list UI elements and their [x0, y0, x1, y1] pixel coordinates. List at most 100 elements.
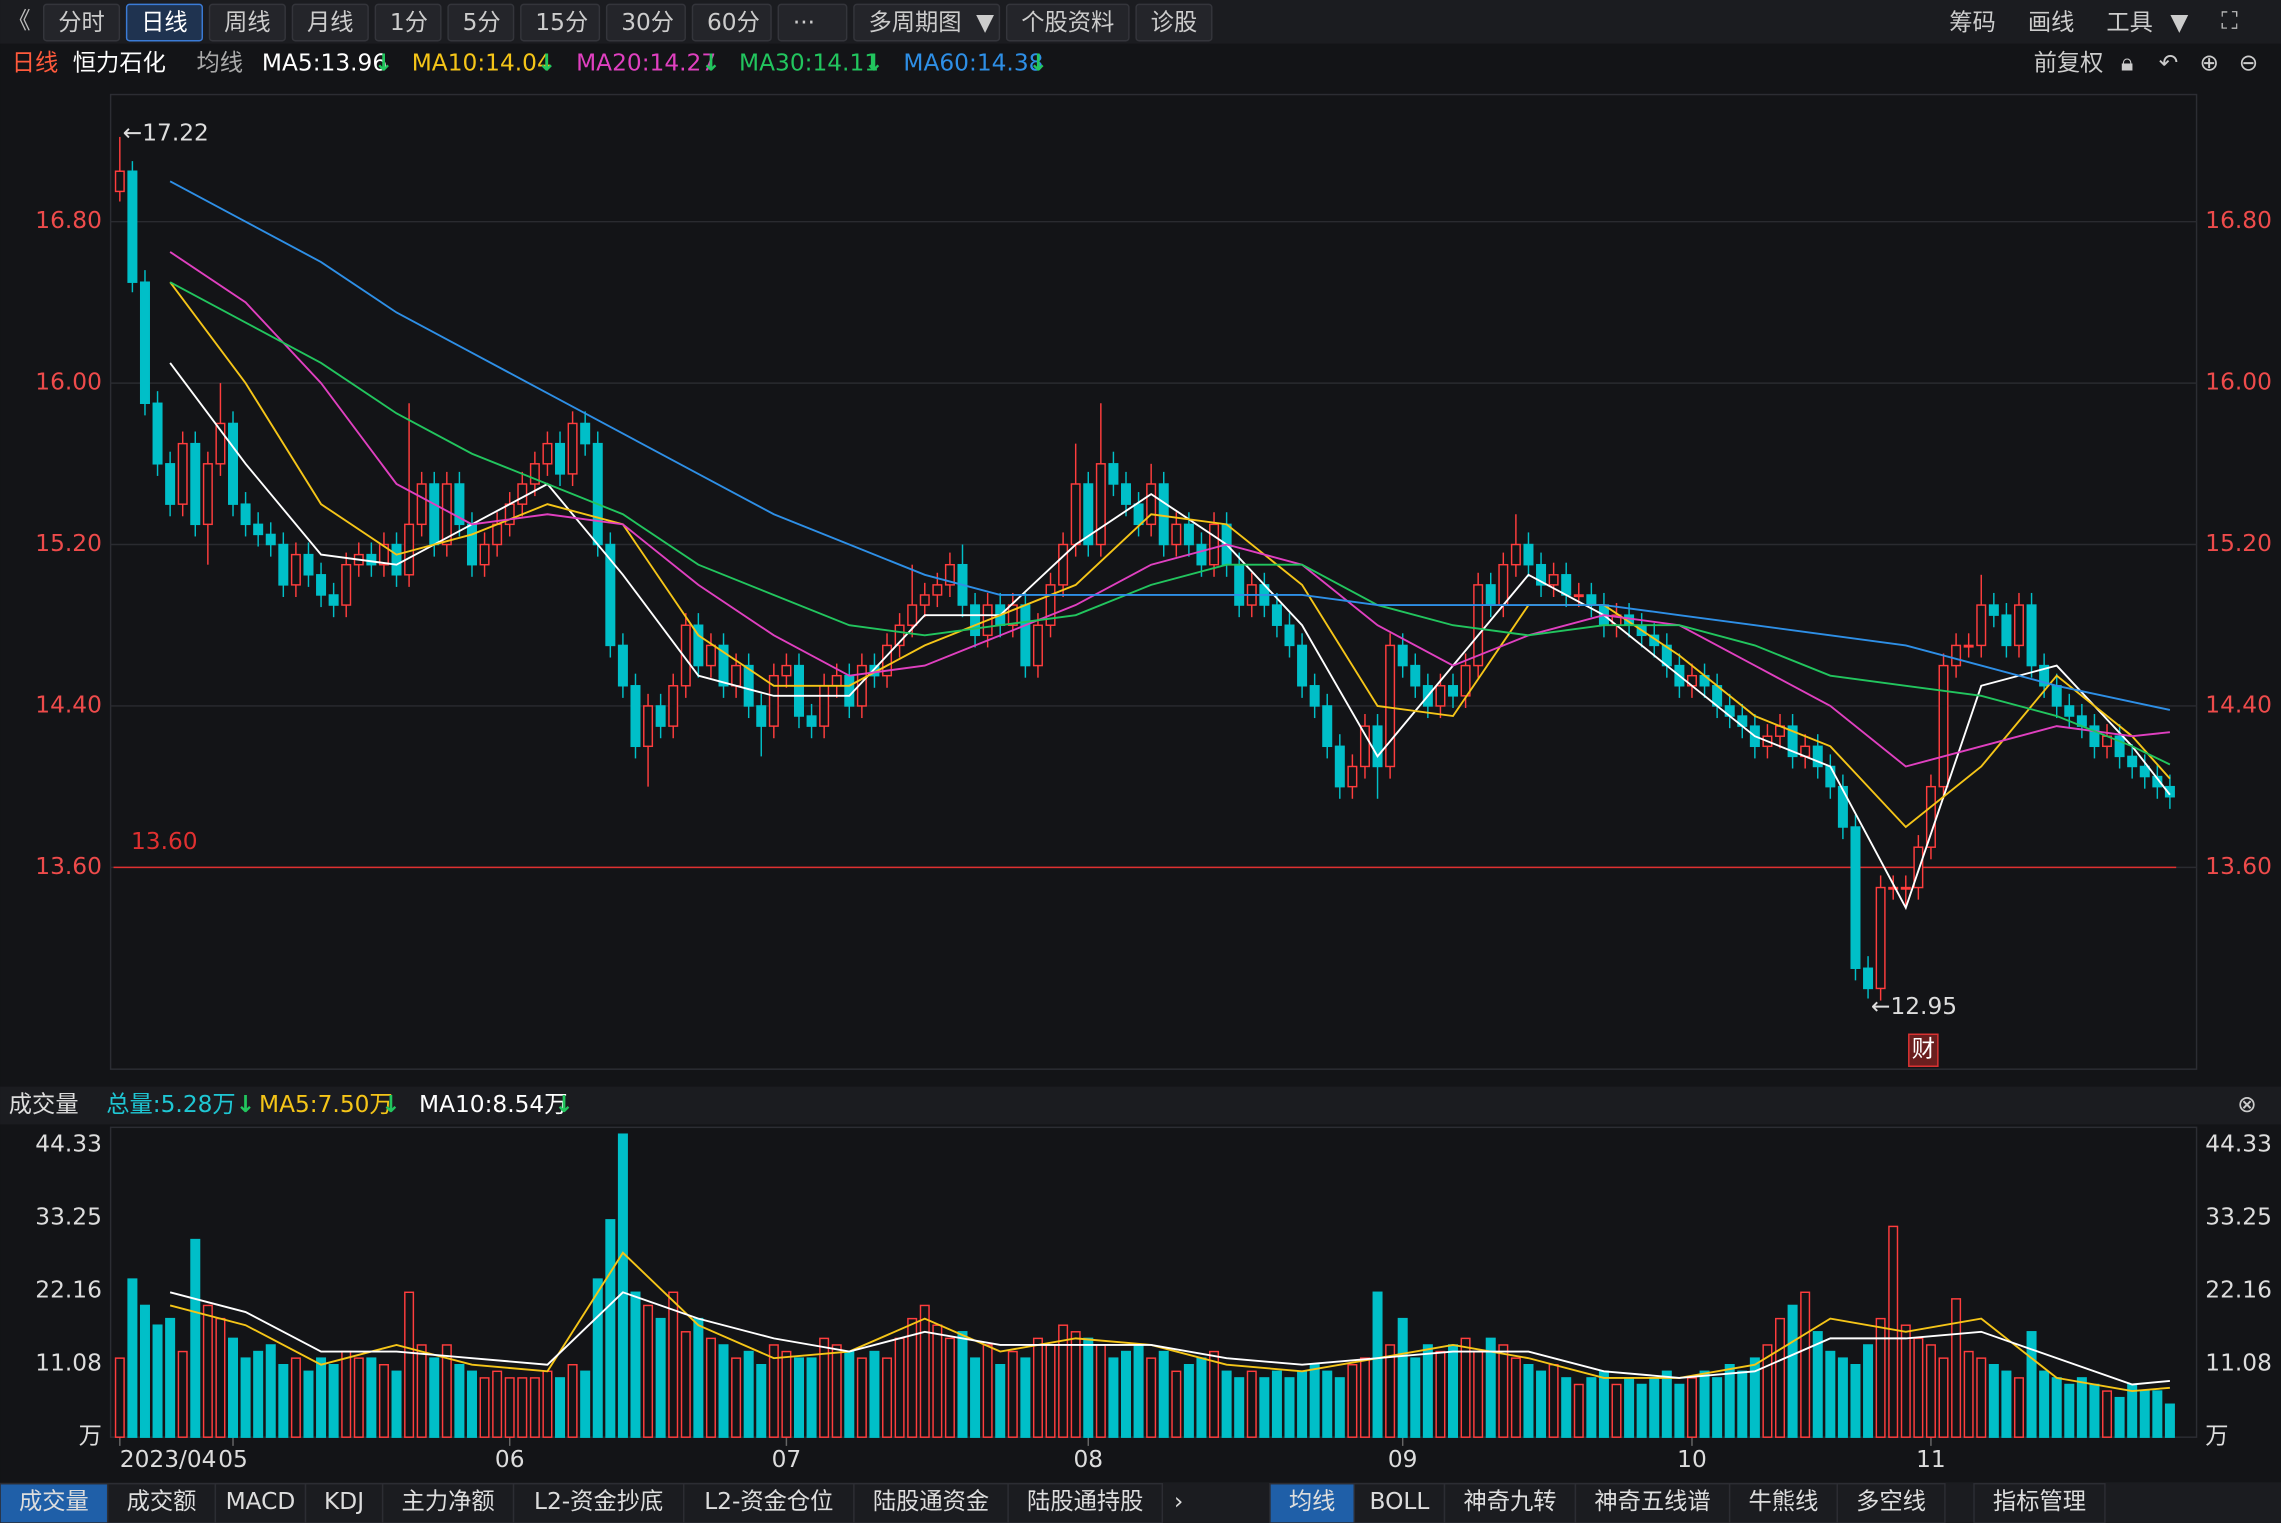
candle-body: [215, 422, 226, 465]
extreme-label: ←17.22: [123, 120, 209, 147]
toolbar-button[interactable]: [691, 3, 772, 42]
toolbar-button-label[interactable]: 1分: [390, 9, 428, 36]
indicator-tab-label[interactable]: 陆股通资金: [873, 1488, 989, 1515]
toolbar-button-label[interactable]: 日线: [141, 9, 188, 36]
candle-body: [2001, 614, 2012, 647]
close-icon[interactable]: ⊗: [2237, 1091, 2257, 1118]
indicator-tab[interactable]: [1836, 1482, 1946, 1523]
toolbar-right-item[interactable]: 画线: [2028, 9, 2075, 36]
volume-bar: [454, 1363, 465, 1438]
candle-body: [190, 442, 201, 526]
toolbar-button-label[interactable]: ···: [793, 9, 815, 36]
toolbar-button-label[interactable]: 诊股: [1151, 9, 1198, 36]
indicator-tab[interactable]: [1728, 1482, 1838, 1523]
indicator-tab-label[interactable]: BOLL: [1370, 1488, 1430, 1515]
candle-body: [492, 523, 503, 546]
adjust[interactable]: 前复权: [2034, 50, 2104, 77]
toolbar-right-item[interactable]: 筹码: [1949, 9, 1996, 36]
toolbar-button[interactable]: [374, 3, 442, 42]
indicator-tab-label[interactable]: 多空线: [1856, 1488, 1926, 1515]
toolbar-button-label[interactable]: 15分: [535, 9, 588, 36]
lock-icon[interactable]: 🔒︎: [2121, 50, 2133, 77]
candle-body: [1120, 483, 1132, 505]
candle-body: [1787, 725, 1798, 758]
toolbar-button-label[interactable]: 多周期图: [868, 9, 961, 36]
toolbar-button-label[interactable]: 60分: [707, 9, 760, 36]
indicator-tab[interactable]: [1443, 1482, 1577, 1523]
volume-bar: [1259, 1377, 1270, 1438]
candle-body: [1183, 523, 1194, 546]
toolbar-button[interactable]: [1005, 3, 1130, 42]
toolbar-right-item[interactable]: 工具: [2106, 9, 2153, 36]
tabs-more[interactable]: ›: [1174, 1488, 1183, 1515]
indicator-tab-label[interactable]: KDJ: [324, 1488, 364, 1515]
indicator-tab[interactable]: [1973, 1482, 2106, 1523]
toolbar-button-label[interactable]: 分时: [58, 9, 105, 36]
volume-bar: [2001, 1370, 2012, 1438]
volume-title: 成交量: [9, 1091, 79, 1118]
toolbar-button[interactable]: [291, 3, 369, 42]
volume-bar: [643, 1304, 654, 1438]
toolbar-button[interactable]: [42, 3, 121, 42]
indicator-tab[interactable]: [0, 1482, 109, 1523]
volume-bar: [240, 1357, 251, 1438]
period-label: 日线: [12, 50, 59, 77]
indicator-tab-label[interactable]: MACD: [226, 1488, 296, 1515]
indicator-tab-label[interactable]: 主力净额: [402, 1488, 495, 1515]
toolbar-button-label[interactable]: 30分: [621, 9, 674, 36]
indicator-tab[interactable]: [304, 1482, 384, 1523]
undo-icon[interactable]: ↶: [2159, 50, 2179, 77]
dropdown-arrow: ▼: [976, 9, 994, 36]
toolbar-button[interactable]: [447, 3, 515, 42]
indicator-tab-label[interactable]: 指标管理: [1993, 1488, 2086, 1515]
indicator-tab[interactable]: [853, 1482, 1009, 1523]
indicator-tab[interactable]: [1007, 1482, 1164, 1523]
toolbar-button[interactable]: [1135, 3, 1213, 42]
y-tick-label-right: 22.16: [2205, 1277, 2272, 1304]
indicator-tab[interactable]: [1574, 1482, 1731, 1523]
volume-bar: [1598, 1370, 1609, 1438]
volume-bar: [215, 1317, 226, 1438]
indicator-tab-label[interactable]: 成交额: [127, 1488, 197, 1515]
toolbar-button-label[interactable]: 个股资料: [1021, 9, 1114, 36]
indicator-tab[interactable]: [1353, 1482, 1446, 1523]
indicator-tab-label[interactable]: 神奇五线谱: [1594, 1488, 1710, 1515]
x-tick-label: 07: [772, 1446, 802, 1473]
indicator-tab[interactable]: [381, 1482, 515, 1523]
volume-bar: [1234, 1377, 1245, 1438]
toolbar-button[interactable]: [208, 3, 286, 42]
fullscreen-icon[interactable]: ⛶: [2221, 7, 2238, 34]
candle-body: [907, 604, 918, 626]
toolbar-button[interactable]: [520, 3, 601, 42]
candle-body: [202, 463, 213, 526]
indicator-tab[interactable]: [214, 1482, 307, 1523]
finance-badge-label[interactable]: 财: [1912, 1036, 1935, 1063]
indicator-tab-label[interactable]: 均线: [1289, 1488, 1336, 1515]
toolbar-button-label[interactable]: 5分: [463, 9, 501, 36]
candle-body: [1058, 543, 1069, 586]
toolbar-button[interactable]: [853, 3, 1001, 42]
candle-body: [1523, 543, 1534, 566]
indicator-tab-label[interactable]: L2-资金抄底: [534, 1488, 663, 1515]
volume-bar: [1938, 1357, 1949, 1438]
volume-bar: [2114, 1396, 2125, 1438]
volume-bar: [1951, 1298, 1962, 1438]
indicator-tab[interactable]: [683, 1482, 855, 1523]
toolbar-button[interactable]: [605, 3, 686, 42]
back-icon[interactable]: 《: [7, 7, 30, 34]
volume-bar: [806, 1357, 817, 1438]
toolbar-button[interactable]: [125, 3, 203, 42]
indicator-tab-label[interactable]: 成交量: [19, 1488, 89, 1515]
toolbar-button-label[interactable]: 周线: [224, 9, 271, 36]
indicator-tab-label[interactable]: L2-资金仓位: [704, 1488, 833, 1515]
indicator-tab-label[interactable]: 神奇九转: [1463, 1488, 1556, 1515]
zoom-in-icon[interactable]: ⊕: [2199, 50, 2219, 77]
indicator-tab[interactable]: [1269, 1482, 1356, 1523]
candle-body: [2164, 785, 2175, 798]
indicator-tab-label[interactable]: 陆股通持股: [1027, 1488, 1143, 1515]
toolbar-button[interactable]: [777, 3, 848, 42]
zoom-out-icon[interactable]: ⊖: [2239, 50, 2259, 77]
finance-badge[interactable]: [1908, 1033, 1939, 1067]
toolbar-button-label[interactable]: 月线: [307, 9, 354, 36]
indicator-tab-label[interactable]: 牛熊线: [1749, 1488, 1819, 1515]
